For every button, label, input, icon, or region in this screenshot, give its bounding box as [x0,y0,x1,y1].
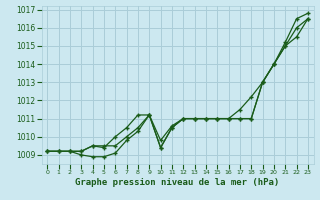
X-axis label: Graphe pression niveau de la mer (hPa): Graphe pression niveau de la mer (hPa) [76,178,280,187]
